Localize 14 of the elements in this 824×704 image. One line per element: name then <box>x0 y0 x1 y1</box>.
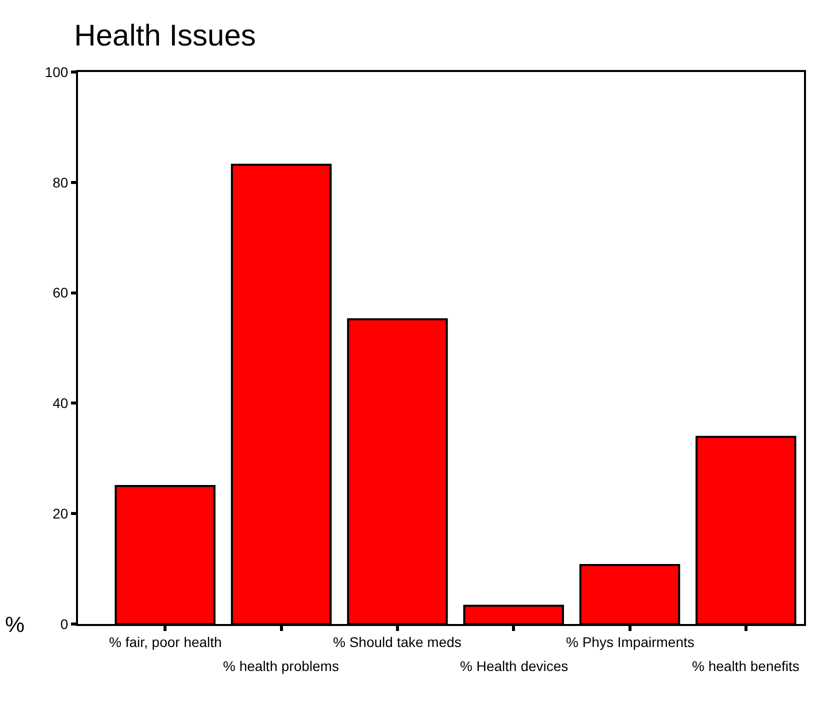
x-tick-label: % fair, poor health <box>109 634 222 650</box>
x-tick-label: % health benefits <box>692 658 800 674</box>
y-axis-title: % <box>5 612 25 637</box>
y-tick-label: 0 <box>60 616 68 632</box>
y-tick-label: 60 <box>52 284 68 301</box>
x-tick-label: % Health devices <box>460 658 568 674</box>
y-tick-label: 100 <box>44 64 68 80</box>
y-tick-label: 40 <box>52 395 68 412</box>
x-tick-label: % health problems <box>223 658 339 674</box>
chart-title: Health Issues <box>74 20 256 53</box>
y-tick-label: 80 <box>52 174 68 190</box>
x-tick-label: % Phys Impairments <box>566 634 694 650</box>
x-tick-label: % Should take meds <box>333 634 462 650</box>
y-tick-label: 20 <box>52 506 68 522</box>
